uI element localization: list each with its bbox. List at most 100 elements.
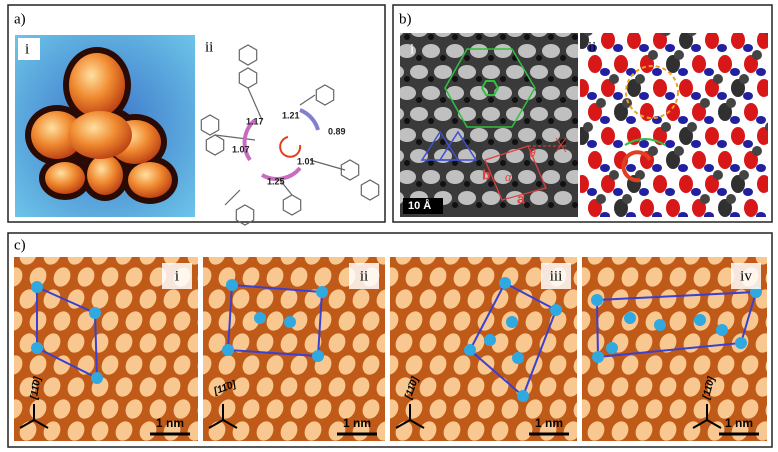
label-box (731, 263, 761, 289)
hole (548, 118, 554, 124)
atom (635, 170, 645, 180)
spot (515, 421, 533, 441)
spot (14, 267, 23, 287)
atom (622, 98, 632, 108)
atom (739, 170, 749, 180)
molecule-site (316, 286, 328, 298)
spot (458, 191, 476, 205)
spot (587, 421, 605, 441)
hole (428, 118, 434, 124)
spot (352, 257, 370, 265)
spot (494, 44, 512, 58)
spot (390, 267, 399, 287)
spot (434, 107, 452, 121)
spot (290, 267, 308, 287)
spot (542, 44, 560, 58)
blob (744, 199, 758, 217)
spot (741, 399, 759, 419)
spot (477, 399, 495, 419)
spot (290, 311, 308, 331)
direction-label: [11̄0] (29, 375, 44, 401)
blob (769, 140, 778, 148)
blob (614, 199, 628, 217)
molecule-site (89, 307, 101, 319)
ring (340, 159, 360, 181)
spot (139, 377, 157, 397)
molecule-site (606, 342, 618, 354)
spot (203, 355, 212, 375)
hole (464, 181, 470, 187)
blob (743, 44, 753, 52)
molecule-site (512, 352, 524, 364)
atom (609, 170, 619, 180)
hole (404, 118, 410, 124)
bond (299, 94, 316, 106)
spot (395, 257, 413, 265)
hole (548, 202, 554, 208)
scale-bar: 1 nm (725, 416, 753, 430)
bond-label: 0.89 (328, 126, 346, 136)
spot (443, 421, 461, 441)
atom (583, 122, 593, 132)
spot (187, 289, 198, 309)
blob (678, 212, 688, 217)
spot (14, 399, 23, 419)
spot (242, 355, 260, 375)
spot (563, 289, 577, 309)
hole (476, 202, 482, 208)
molecule-site (716, 324, 728, 336)
spot (542, 170, 560, 184)
spot (518, 170, 536, 184)
spot (187, 333, 198, 353)
spot (549, 355, 567, 375)
blob (626, 164, 636, 172)
axis-arrow (208, 419, 224, 429)
atom (648, 146, 658, 156)
hole (488, 181, 494, 187)
blob (601, 79, 615, 97)
spot (453, 399, 471, 419)
spot (53, 399, 71, 419)
hole (452, 118, 458, 124)
spot (429, 311, 447, 331)
hole (428, 34, 434, 40)
spot (400, 170, 416, 184)
blob (770, 199, 778, 217)
spot (362, 311, 380, 331)
label-box (162, 263, 192, 289)
hole (476, 160, 482, 166)
atom (596, 194, 606, 204)
spot (477, 267, 495, 287)
blob (757, 33, 768, 49)
molecule-site (226, 279, 238, 291)
spot (554, 65, 572, 79)
spot (314, 399, 332, 419)
spot (683, 377, 701, 397)
label-box (349, 263, 379, 289)
sub-label: i (25, 41, 29, 57)
blob (769, 44, 778, 52)
spot (280, 289, 298, 309)
blob (691, 188, 701, 196)
spot (669, 311, 687, 331)
blob (692, 103, 706, 121)
blob (730, 116, 740, 124)
spot (717, 267, 735, 287)
spot (400, 33, 404, 36)
spot (203, 399, 212, 419)
spot (467, 289, 485, 309)
molecule-site (464, 344, 476, 356)
blob (718, 103, 732, 121)
spot (563, 333, 577, 353)
spot (645, 399, 663, 419)
spot (67, 377, 85, 397)
molecule-site (91, 372, 103, 384)
spot (280, 333, 298, 353)
spot (731, 377, 749, 397)
blob (770, 103, 778, 121)
spot (635, 289, 653, 309)
spot (376, 257, 385, 265)
spot (518, 44, 536, 58)
spot (242, 399, 260, 419)
lattice-label: a (517, 191, 525, 207)
